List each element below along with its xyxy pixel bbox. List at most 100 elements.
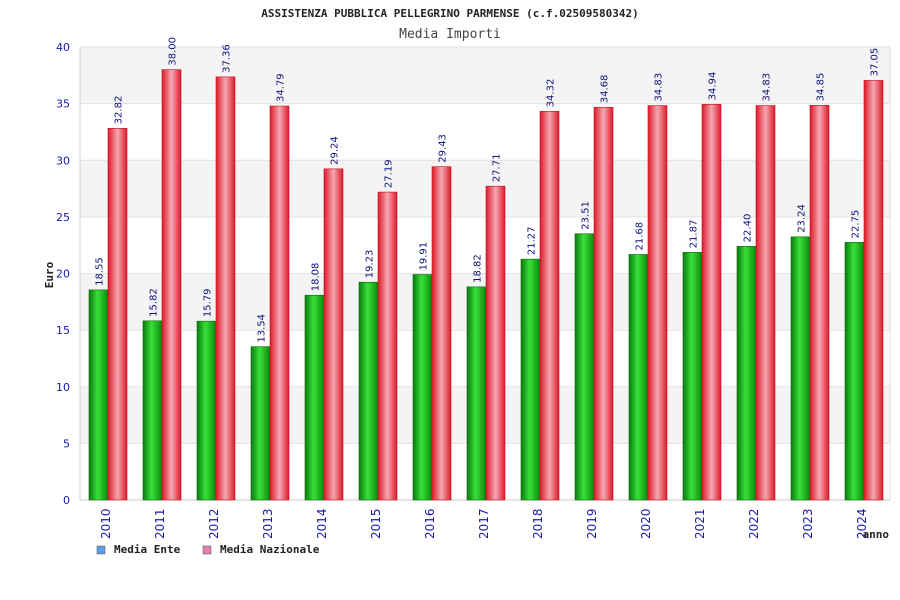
bar-media-nazionale [485, 185, 506, 501]
data-label: 22.40 [743, 214, 754, 243]
y-tick-label: 40 [56, 41, 70, 54]
bar-media-nazionale [701, 104, 722, 501]
bar-media-ente [574, 233, 595, 501]
bar-media-nazionale [323, 168, 344, 501]
x-tick-label: 2012 [207, 508, 221, 539]
bar-media-ente [844, 242, 865, 501]
data-label: 21.68 [635, 222, 646, 251]
data-label: 22.75 [851, 210, 862, 239]
data-label: 29.43 [438, 134, 449, 163]
data-label: 13.54 [257, 314, 268, 343]
x-tick-label: 2015 [369, 508, 383, 539]
x-tick-label: 2014 [315, 508, 329, 539]
bar-media-ente [466, 286, 487, 501]
bar-media-ente [736, 246, 757, 501]
data-label: 27.71 [492, 154, 503, 183]
x-tick-label: 2023 [801, 508, 815, 539]
x-tick-label: 2016 [423, 508, 437, 539]
x-tick-label: 2011 [153, 508, 167, 539]
y-tick-label: 5 [63, 437, 70, 450]
bar-media-ente [412, 274, 433, 501]
x-tick-label: 2010 [99, 508, 113, 539]
data-label: 18.82 [473, 254, 484, 283]
x-tick-label: 2022 [747, 508, 761, 539]
bar-media-nazionale [755, 105, 776, 501]
x-tick-label: 2018 [531, 508, 545, 539]
data-label: 32.82 [114, 96, 125, 125]
y-tick-label: 10 [56, 381, 70, 394]
bar-media-nazionale [269, 105, 290, 501]
y-axis-ticks: 0 5 10 15 20 25 30 35 40 [56, 41, 70, 507]
bar-labels: 18.55 15.82 15.79 13.54 18.08 19.23 19.91 18.82… [95, 37, 881, 343]
data-label: 34.32 [546, 79, 557, 108]
bar-media-ente [142, 320, 163, 501]
bar-media-ente [790, 236, 811, 501]
legend-swatch-media-ente [96, 545, 106, 555]
bar-media-ente [628, 254, 649, 501]
x-axis-ticks: 2010 2011 2012 2013 2014 2015 2016 2017 2018 2019… [99, 508, 869, 539]
bar-media-nazionale [377, 191, 398, 501]
bar-media-nazionale [647, 105, 668, 501]
chart-subtitle: Media Importi [399, 27, 501, 42]
data-label: 23.24 [797, 204, 808, 233]
bar-media-ente [682, 252, 703, 501]
data-label: 37.36 [222, 44, 233, 73]
data-label: 34.68 [600, 75, 611, 104]
bar-media-ente [88, 289, 109, 501]
data-label: 18.08 [311, 263, 322, 292]
data-label: 15.82 [149, 288, 160, 317]
bar-media-ente [304, 294, 325, 501]
data-label: 21.87 [689, 220, 700, 249]
grid-band [80, 103, 890, 161]
data-label: 15.79 [203, 289, 214, 318]
x-tick-label: 2019 [585, 508, 599, 539]
bar-media-nazionale [215, 76, 236, 501]
x-tick-label: 2024 [855, 508, 869, 539]
chart-title: ASSISTENZA PUBBLICA PELLEGRINO PARMENSE … [261, 7, 639, 20]
data-label: 38.00 [168, 37, 179, 66]
bar-media-nazionale [809, 105, 830, 501]
bar-media-nazionale [593, 106, 614, 501]
legend: Media Ente Media Nazionale [96, 543, 320, 556]
data-label: 34.83 [654, 73, 665, 102]
x-tick-label: 2017 [477, 508, 491, 539]
y-tick-label: 15 [56, 324, 70, 337]
y-tick-label: 30 [56, 154, 70, 167]
data-label: 34.85 [816, 73, 827, 102]
bar-media-nazionale [161, 69, 182, 501]
y-tick-label: 25 [56, 211, 70, 224]
bars [88, 69, 884, 501]
data-label: 34.83 [762, 73, 773, 102]
data-label: 18.55 [95, 257, 106, 286]
data-label: 19.23 [365, 250, 376, 279]
bar-media-ente [358, 281, 379, 501]
data-label: 34.94 [708, 72, 719, 101]
data-label: 23.51 [581, 201, 592, 230]
bar-media-nazionale [863, 80, 884, 501]
y-tick-label: 35 [56, 98, 70, 111]
bar-media-ente [196, 320, 217, 501]
x-tick-label: 2013 [261, 508, 275, 539]
bar-media-nazionale [107, 128, 128, 501]
y-tick-label: 20 [56, 268, 70, 281]
x-axis-label: anno [863, 528, 890, 541]
data-label: 37.05 [870, 48, 881, 77]
x-tick-label: 2021 [693, 508, 707, 539]
y-axis-label: Euro [43, 261, 56, 288]
grid-band [80, 47, 890, 104]
data-label: 21.27 [527, 226, 538, 255]
grid-band [80, 160, 890, 217]
bar-media-nazionale [539, 111, 560, 501]
data-label: 27.19 [384, 159, 395, 188]
bar-media-ente [520, 258, 541, 501]
data-label: 19.91 [419, 242, 430, 271]
legend-label-media-ente: Media Ente [114, 543, 181, 556]
bar-media-nazionale [431, 166, 452, 501]
y-tick-label: 0 [63, 494, 70, 507]
bar-media-ente [250, 346, 271, 501]
x-tick-label: 2020 [639, 508, 653, 539]
legend-label-media-nazionale: Media Nazionale [220, 543, 320, 556]
data-label: 34.79 [276, 73, 287, 102]
data-label: 29.24 [330, 136, 341, 165]
